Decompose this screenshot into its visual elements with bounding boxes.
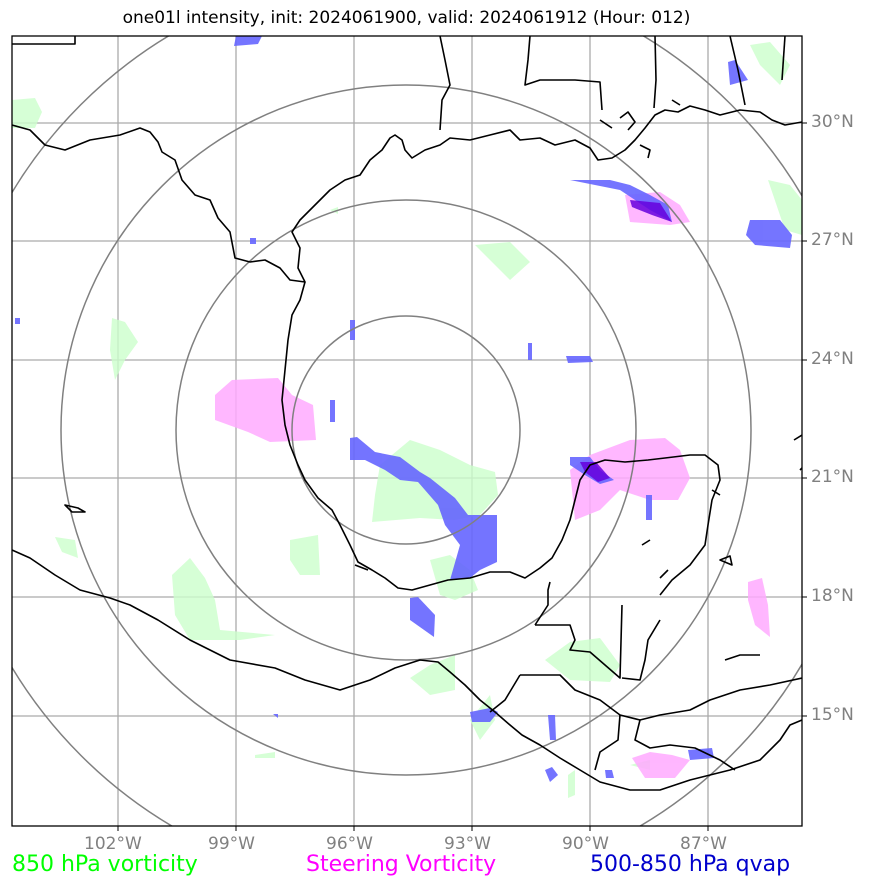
map-frame: [11, 35, 803, 827]
legend-850-vorticity: 850 hPa vorticity: [12, 852, 198, 877]
legend-steering-vorticity: Steering Vorticity: [306, 852, 497, 877]
lon-label: 102°W: [84, 834, 142, 854]
lat-label: 30°N: [811, 112, 854, 132]
legend-qvap: 500-850 hPa qvap: [590, 852, 791, 877]
lat-label: 18°N: [811, 586, 854, 606]
lat-label: 21°N: [811, 467, 854, 487]
vorticity-850-field: [12, 42, 802, 798]
grid-lines: [12, 36, 802, 826]
lon-label: 99°W: [208, 834, 255, 854]
tick-marks: [117, 122, 807, 831]
lat-label: 27°N: [811, 230, 854, 250]
lon-label: 90°W: [562, 834, 609, 854]
qvap-field: [15, 36, 792, 782]
lon-label: 96°W: [326, 834, 373, 854]
lon-label: 93°W: [444, 834, 491, 854]
lon-label: 87°W: [680, 834, 727, 854]
coastlines: [12, 36, 802, 791]
map-title: one01l intensity, init: 2024061900, vali…: [122, 8, 691, 28]
lat-label: 15°N: [811, 705, 854, 725]
lat-label: 24°N: [811, 349, 854, 369]
overlap-field: [580, 200, 672, 482]
